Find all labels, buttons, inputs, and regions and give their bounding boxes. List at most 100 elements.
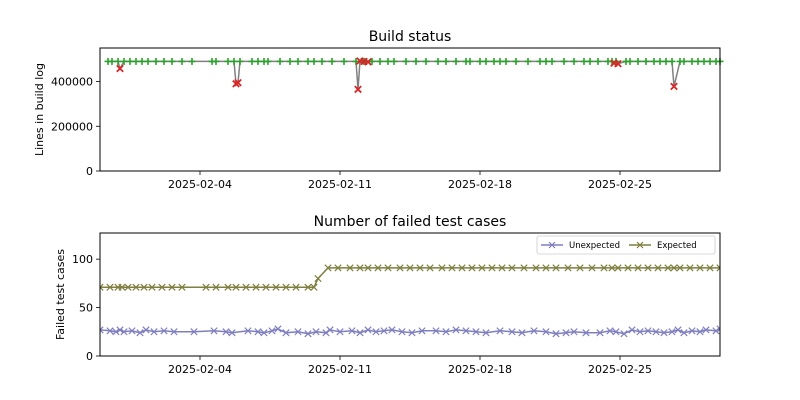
series-point-expected [416,264,424,272]
success-marker [304,57,312,65]
success-marker [542,57,550,65]
success-marker [536,57,544,65]
success-marker [700,57,708,65]
series-point-unexpected [636,328,644,336]
series-point-unexpected [542,328,550,336]
series-point-unexpected [150,328,158,336]
series-line-expected [100,267,720,288]
axes-frame [99,47,721,172]
marks-layer [100,264,720,338]
success-marker [476,57,484,65]
success-marker [188,57,196,65]
success-marker [434,57,442,65]
success-marker [502,57,510,65]
series-point-unexpected [380,327,388,335]
series-point-expected [508,264,516,272]
series-point-expected [304,283,312,291]
series-point-unexpected [322,329,330,337]
series-point-unexpected [716,325,720,333]
plot-area [100,48,720,171]
build-status-chart: Build status 2025-02-04 2025-02-11 2025-02… [33,29,724,191]
series-point-expected [426,264,434,272]
series-point-expected [624,264,632,272]
series-point-unexpected [472,328,480,336]
series-point-expected [148,283,156,291]
series-point-unexpected [612,328,620,336]
series-point-unexpected [518,329,526,337]
series-point-expected [100,283,104,291]
series-point-unexpected [530,327,538,335]
series-point-expected [310,283,318,291]
success-marker [482,57,490,65]
x-tick-label: 2025-02-11 [308,178,372,191]
series-point-expected [468,264,476,272]
success-marker [422,57,430,65]
series-point-expected [384,264,392,272]
success-marker [230,57,238,65]
x-tick-label: 2025-02-18 [448,178,512,191]
series-point-unexpected [452,326,460,334]
series-point-unexpected [336,328,344,336]
series-point-expected [676,264,684,272]
series-point-unexpected [106,327,114,335]
series-point-unexpected [312,328,320,336]
series-point-expected [564,264,572,272]
series-point-expected [488,264,496,272]
x-tick-label: 2025-02-04 [168,178,232,191]
success-marker [114,57,122,65]
series-point-unexpected [170,328,178,336]
series-point-unexpected [628,326,636,334]
success-marker [376,57,384,65]
series-point-unexpected [496,327,504,335]
series-point-expected [356,264,364,272]
series-point-expected [140,283,148,291]
series-point-unexpected [356,329,364,337]
series-point-expected [552,264,560,272]
series-point-unexpected [660,329,668,337]
success-marker [594,57,602,65]
success-marker [452,57,460,65]
success-marker [442,57,450,65]
success-marker [126,57,134,65]
y-axis: 0 200000 400000 [51,76,100,178]
series-point-unexpected [348,327,356,335]
series-point-unexpected [260,329,268,337]
marks-layer [104,57,724,94]
series-point-expected [478,264,486,272]
failure-marker [614,59,622,68]
x-tick-label: 2025-02-25 [588,363,652,376]
success-marker [144,57,152,65]
x-tick-label: 2025-02-18 [448,363,512,376]
series-point-unexpected [210,327,218,335]
series-point-unexpected [562,329,570,337]
success-marker [642,57,650,65]
success-marker [688,57,696,65]
success-marker [668,57,676,65]
series-point-expected [634,264,642,272]
series-point-unexpected [418,327,426,335]
series-point-unexpected [326,326,334,334]
series-point-expected [608,264,616,272]
series-point-unexpected [462,327,470,335]
series-point-expected [664,264,672,272]
x-axis: 2025-02-04 2025-02-11 2025-02-18 2025-02-25 [168,171,652,191]
series-point-unexpected [702,326,710,334]
y-tick-label: 100 [72,253,93,266]
success-marker [224,57,232,65]
legend-marker [636,241,644,249]
series-point-expected [232,283,240,291]
y-tick-label: 0 [86,350,93,363]
series-point-unexpected [136,329,144,337]
success-marker [152,57,160,65]
series-point-expected [324,264,332,272]
series-point-unexpected [112,328,120,336]
legend-marker [548,241,556,249]
success-marker [626,57,634,65]
series-point-unexpected [508,328,516,336]
success-marker [490,57,498,65]
series-point-unexpected [482,329,490,337]
x-tick-label: 2025-02-11 [308,363,372,376]
success-marker [586,57,594,65]
success-marker [634,57,642,65]
